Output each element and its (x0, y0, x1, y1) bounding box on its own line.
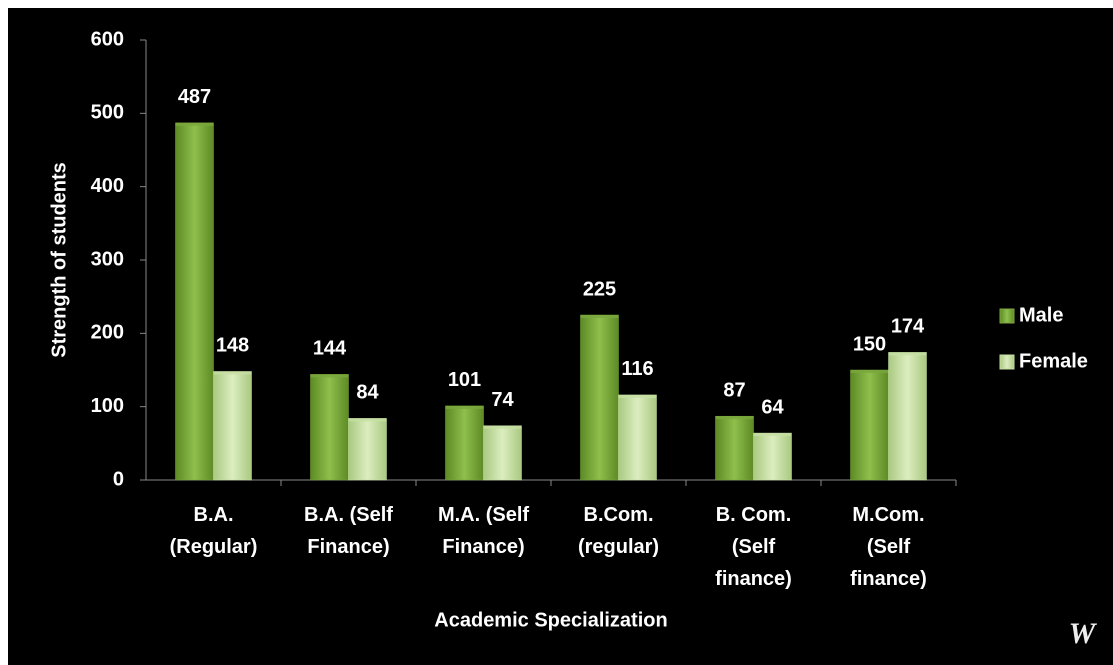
y-tick-label: 600 (91, 28, 124, 50)
bar (445, 405, 484, 481)
legend-swatch (999, 354, 1015, 370)
x-tick-label: B. Com. (Self finance) (715, 504, 792, 590)
bar-top (175, 122, 214, 126)
bar-top (753, 433, 792, 437)
value-label: 84 (356, 382, 379, 404)
value-label: 144 (313, 338, 347, 360)
y-axis-title: Strength of students (48, 162, 70, 358)
x-axis-title: Academic Specialization (434, 609, 667, 631)
legend-label: Male (1019, 304, 1063, 326)
background (8, 8, 1113, 665)
watermark: W (1069, 617, 1098, 650)
y-tick-label: 500 (91, 102, 124, 124)
value-label: 74 (491, 389, 514, 411)
value-label: 148 (216, 335, 249, 357)
bar (310, 374, 349, 481)
y-tick-label: 200 (91, 322, 124, 344)
bar-top (310, 374, 349, 378)
x-tick-label: M.Com. (Self finance) (850, 504, 927, 590)
bar (715, 415, 754, 481)
legend-label: Female (1019, 350, 1088, 372)
bar-top (348, 418, 387, 422)
x-tick-label: B.A. (Self Finance) (304, 504, 393, 558)
bar-top (580, 315, 619, 318)
x-tick-label: B.Com. (regular) (578, 504, 659, 558)
bar-top (213, 371, 252, 375)
value-label: 487 (178, 86, 211, 108)
bar (483, 425, 522, 481)
bar (580, 314, 619, 481)
x-tick-label: M.A. (Self Finance) (438, 504, 529, 558)
y-tick-label: 300 (91, 248, 124, 270)
bar (888, 352, 927, 481)
legend-swatch (999, 308, 1015, 324)
value-label: 174 (891, 316, 925, 338)
bar-top (888, 352, 927, 356)
bar (618, 394, 657, 481)
bar-top (618, 394, 657, 398)
bar-top (445, 405, 484, 409)
bar (348, 418, 387, 481)
value-label: 150 (853, 333, 886, 355)
bar (850, 369, 889, 481)
bar (213, 371, 252, 481)
x-tick-label: B.A. (Regular) (170, 504, 258, 558)
value-label: 116 (621, 358, 653, 380)
y-tick-label: 100 (91, 395, 124, 417)
value-label: 225 (583, 278, 616, 300)
bar (753, 432, 792, 481)
bar-top (483, 425, 522, 429)
bar (175, 122, 214, 481)
bar-top (715, 416, 754, 420)
value-label: 87 (723, 379, 745, 401)
value-label: 64 (761, 396, 784, 418)
value-label: 101 (448, 369, 481, 391)
y-tick-label: 0 (113, 468, 124, 490)
bar-top (850, 370, 889, 373)
y-tick-label: 400 (91, 175, 124, 197)
